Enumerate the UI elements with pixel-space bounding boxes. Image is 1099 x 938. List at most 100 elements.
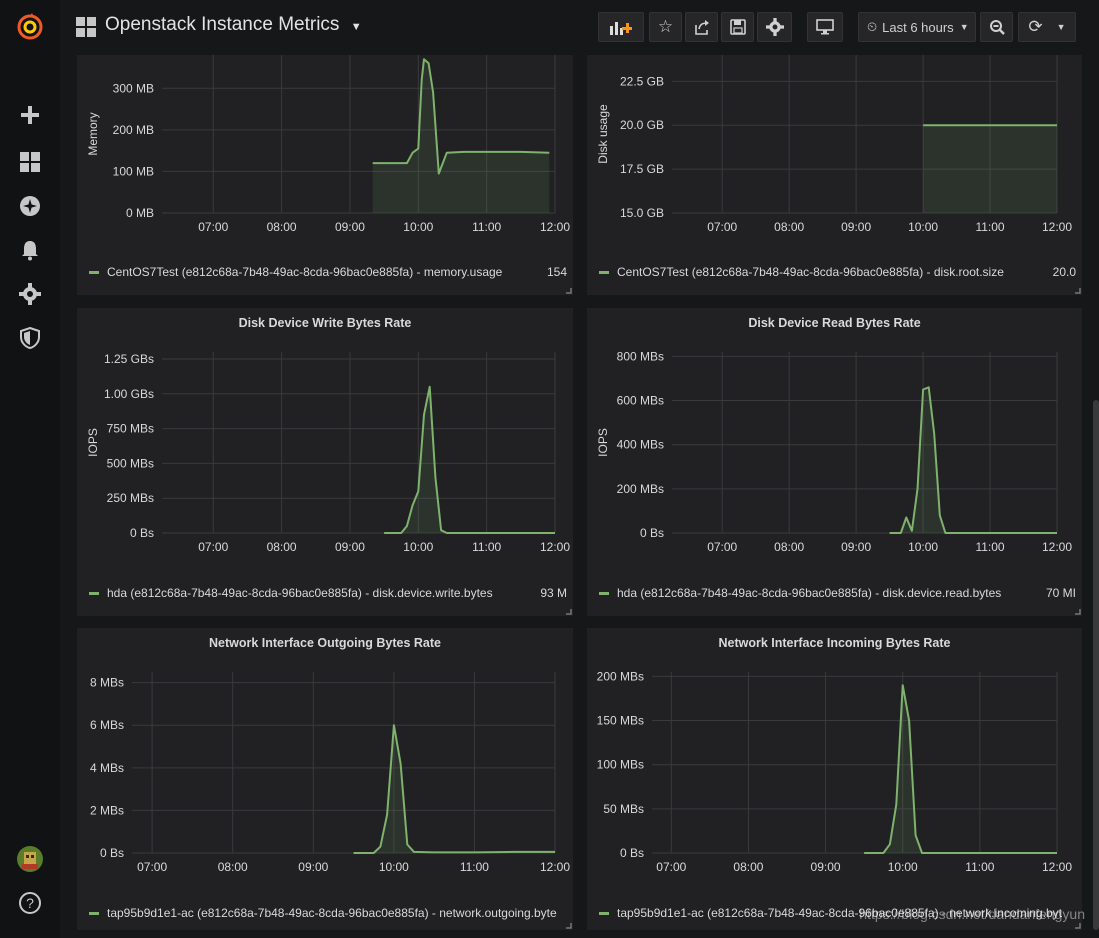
zoom-out-icon — [989, 20, 1005, 35]
panel-disk-write: Disk Device Write Bytes Rate 0 Bs 250 MBs 5… — [77, 308, 573, 616]
legend-item[interactable]: hda (e812c68a-7b48-49ac-8cda-96bac0e885f… — [89, 586, 573, 600]
y-tick-label: 20.0 GB — [620, 118, 664, 132]
panel-resize-handle — [566, 288, 572, 294]
x-tick-label: 12:00 — [1042, 220, 1072, 234]
panel-title[interactable]: Network Interface Outgoing Bytes Rate — [209, 636, 441, 650]
x-tick-label: 12:00 — [1042, 540, 1072, 554]
y-tick-label: 0 Bs — [620, 846, 644, 860]
refresh-icon: ⟳ — [1028, 17, 1043, 36]
y-tick-label: 4 MBs — [90, 761, 124, 775]
legend-item[interactable]: CentOS7Test (e812c68a-7b48-49ac-8cda-96b… — [599, 265, 1082, 279]
save-dashboard-button[interactable] — [721, 12, 754, 42]
panel-title[interactable]: Disk Device Read Bytes Rate — [748, 316, 921, 330]
page-title: Openstack Instance Metrics — [105, 14, 340, 35]
y-tick-label: 300 MB — [113, 81, 154, 95]
dashboard-settings-button[interactable] — [757, 12, 792, 42]
sidebar: ? — [0, 0, 60, 938]
share-icon — [694, 20, 709, 35]
legend-label[interactable]: CentOS7Test (e812c68a-7b48-49ac-8cda-96b… — [107, 265, 503, 279]
caret-down-icon: ▼ — [350, 21, 362, 33]
cycle-view-mode-button[interactable] — [807, 12, 843, 42]
y-tick-label: 0 Bs — [640, 526, 664, 540]
legend-color-swatch[interactable] — [599, 912, 609, 916]
x-tick-label: 11:00 — [975, 540, 1004, 554]
configuration-gear-icon[interactable] — [15, 279, 45, 309]
x-tick-label: 11:00 — [975, 220, 1004, 234]
legend-color-swatch[interactable] — [599, 271, 609, 275]
grafana-logo-icon[interactable] — [15, 12, 45, 42]
dashboards-icon[interactable] — [15, 147, 45, 177]
y-tick-label: 100 MBs — [597, 758, 644, 772]
legend-label[interactable]: tap95b9d1e1-ac (e812c68a-7b48-49ac-8cda-… — [107, 906, 557, 920]
x-tick-label: 08:00 — [774, 220, 804, 234]
help-label: ? — [26, 895, 34, 911]
y-tick-label: 0 Bs — [100, 846, 124, 860]
series-area — [889, 387, 1057, 533]
time-range-picker[interactable]: ⏲ Last 6 hours ▼ — [858, 12, 976, 42]
legend-color-swatch[interactable] — [89, 912, 99, 916]
refresh-button[interactable]: ⟳ ▼ — [1018, 12, 1076, 42]
legend-color-swatch[interactable] — [89, 592, 99, 596]
x-tick-label: 08:00 — [218, 860, 248, 874]
y-tick-label: 200 MBs — [597, 669, 644, 683]
x-tick-label: 11:00 — [472, 540, 501, 554]
y-tick-label: 6 MBs — [90, 718, 124, 732]
x-tick-label: 11:00 — [460, 860, 489, 874]
share-dashboard-button[interactable] — [685, 12, 718, 42]
y-axis-label: IOPS — [86, 428, 100, 457]
legend-item[interactable]: CentOS7Test (e812c68a-7b48-49ac-8cda-96b… — [89, 265, 573, 279]
alerting-bell-icon[interactable] — [15, 235, 45, 265]
legend-current-value: 20.0 — [1048, 265, 1076, 279]
legend-color-swatch[interactable] — [599, 592, 609, 596]
legend-current-value: 154 — [542, 265, 567, 279]
series-area — [372, 59, 550, 214]
series-area — [353, 725, 555, 853]
chart-svg: 0 Bs 50 MBs 100 MBs 150 MBs 200 MBs 07:00 08:0… — [597, 669, 1081, 929]
x-tick-label: 12:00 — [540, 540, 570, 554]
legend-label[interactable]: CentOS7Test (e812c68a-7b48-49ac-8cda-96b… — [617, 265, 1004, 279]
y-tick-label: 0 MB — [126, 206, 154, 220]
y-tick-label: 0 Bs — [130, 526, 154, 540]
x-tick-label: 09:00 — [841, 220, 871, 234]
panel-resize-handle — [1075, 288, 1081, 294]
legend-label[interactable]: hda (e812c68a-7b48-49ac-8cda-96bac0e885f… — [107, 586, 493, 600]
panel-resize-handle — [1075, 609, 1081, 615]
legend-label[interactable]: hda (e812c68a-7b48-49ac-8cda-96bac0e885f… — [617, 586, 1002, 600]
x-tick-label: 08:00 — [267, 540, 297, 554]
zoom-out-button[interactable] — [980, 12, 1013, 42]
legend-color-swatch[interactable] — [89, 271, 99, 275]
x-tick-label: 12:00 — [540, 860, 570, 874]
plus-icon[interactable] — [15, 100, 45, 130]
shield-icon[interactable] — [15, 323, 45, 353]
legend-item[interactable]: tap95b9d1e1-ac (e812c68a-7b48-49ac-8cda-… — [599, 906, 1082, 920]
y-tick-label: 17.5 GB — [620, 162, 664, 176]
x-tick-label: 10:00 — [888, 860, 918, 874]
x-tick-label: 08:00 — [267, 220, 297, 234]
series-line — [372, 58, 550, 175]
star-dashboard-button[interactable]: ☆ — [649, 12, 682, 42]
add-panel-button[interactable] — [598, 12, 644, 42]
panel-title[interactable]: Disk Device Write Bytes Rate — [238, 316, 412, 330]
dashboard-grid-icon — [76, 17, 96, 42]
panel-title[interactable]: Network Interface Incoming Bytes Rate — [718, 636, 951, 650]
legend-item[interactable]: tap95b9d1e1-ac (e812c68a-7b48-49ac-8cda-… — [89, 906, 573, 920]
dashboard-title-picker[interactable]: Openstack Instance Metrics ▼ — [105, 14, 362, 36]
x-tick-label: 11:00 — [472, 220, 501, 234]
legend-item[interactable]: hda (e812c68a-7b48-49ac-8cda-96bac0e885f… — [599, 586, 1082, 600]
y-tick-label: 400 MBs — [617, 438, 664, 452]
y-axis-label: IOPS — [596, 428, 610, 457]
y-tick-label: 8 MBs — [90, 676, 124, 690]
series-line — [864, 684, 1057, 854]
y-tick-label: 100 MB — [113, 164, 154, 178]
explore-icon[interactable] — [15, 191, 45, 221]
y-tick-label: 500 MBs — [107, 456, 154, 470]
x-tick-label: 08:00 — [774, 540, 804, 554]
y-tick-label: 1.25 GBs — [104, 352, 154, 366]
save-icon — [729, 19, 746, 35]
legend-label[interactable]: tap95b9d1e1-ac (e812c68a-7b48-49ac-8cda-… — [617, 906, 1062, 920]
user-avatar[interactable] — [15, 844, 45, 874]
series-area — [864, 685, 1057, 853]
page-scrollbar[interactable] — [1093, 400, 1099, 930]
x-tick-label: 12:00 — [1042, 860, 1072, 874]
help-icon[interactable]: ? — [15, 888, 45, 918]
